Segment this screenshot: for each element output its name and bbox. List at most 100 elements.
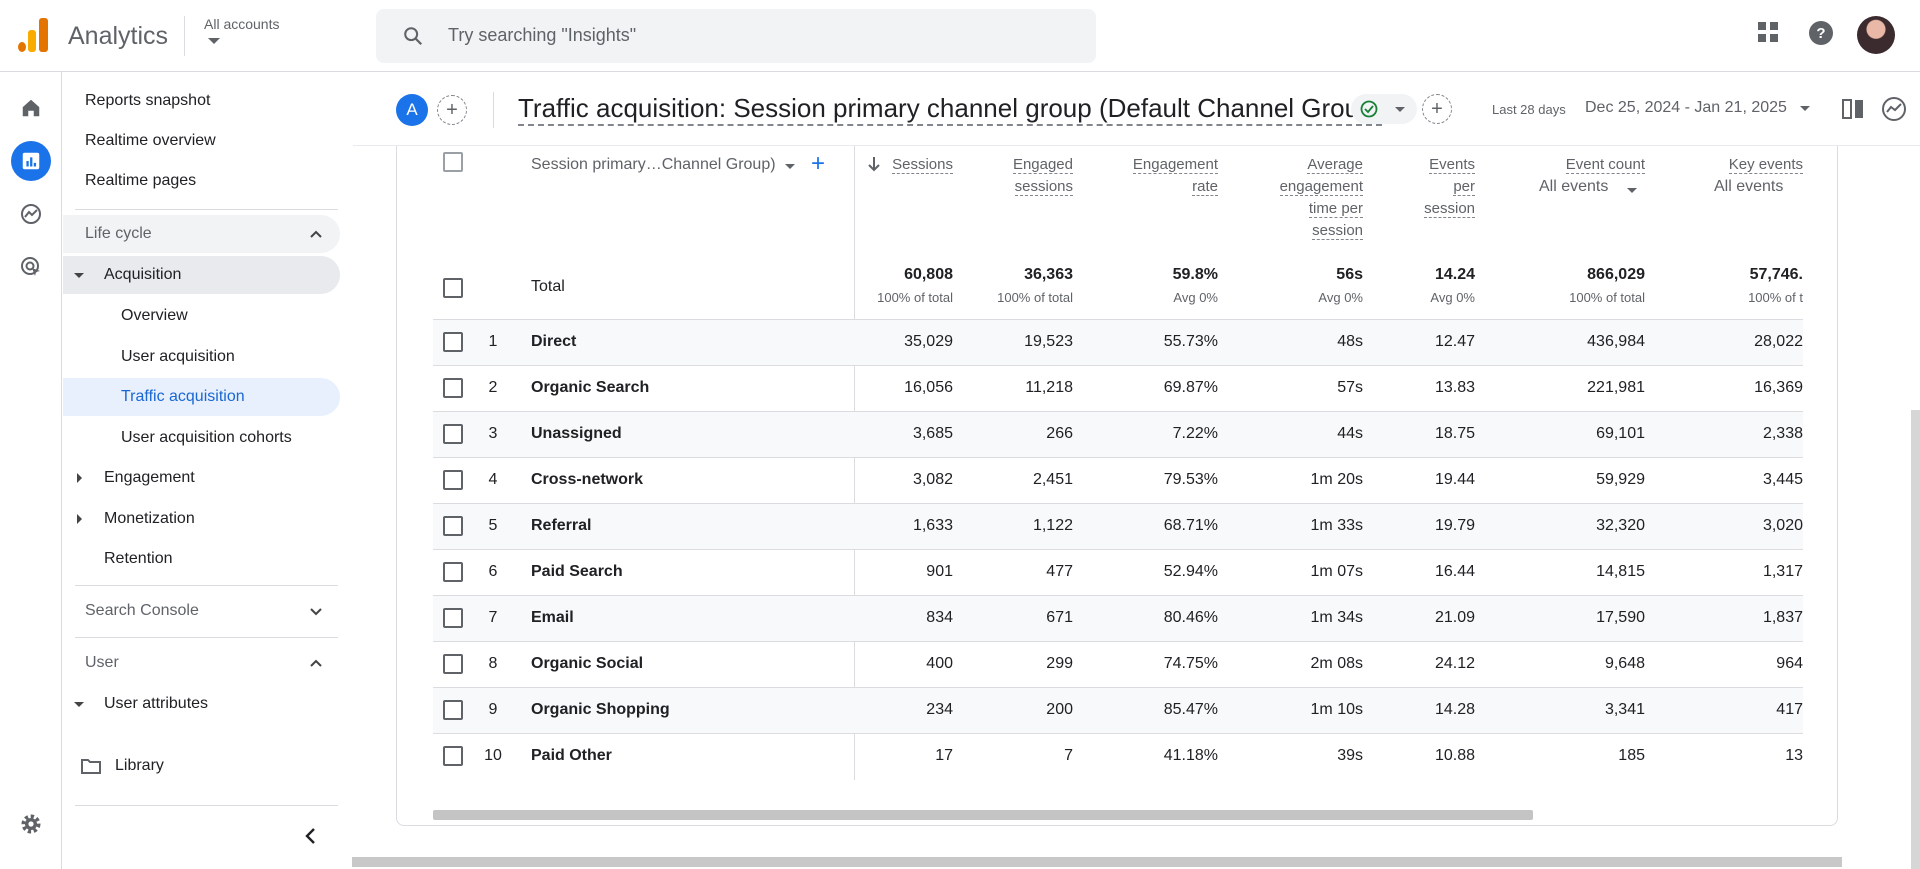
help-icon[interactable]: ?	[1808, 20, 1834, 46]
table-row[interactable]: 9 Organic Shopping 234 200 85.47% 1m 10s 14.28…	[433, 687, 1803, 733]
nav-user-acquisition-cohorts[interactable]: User acquisition cohorts	[121, 429, 292, 446]
date-range-picker[interactable]: Dec 25, 2024 - Jan 21, 2025	[1585, 99, 1787, 116]
apps-grid-icon[interactable]	[1756, 20, 1780, 44]
col-engagement-rate-header[interactable]: Engagement rate	[1132, 156, 1218, 196]
nav-section-user[interactable]: User	[63, 644, 340, 682]
table-row[interactable]: 5 Referral 1,633 1,122 68.71% 1m 33s 19.79 32,3…	[433, 503, 1803, 549]
col-events-per-session-header[interactable]: Events per session	[1424, 156, 1475, 218]
cell-key-events: 964	[1776, 655, 1803, 672]
page-vertical-scrollbar[interactable]	[1911, 410, 1920, 869]
comparison-chip[interactable]: A	[396, 94, 428, 126]
account-selector-label[interactable]: All accounts	[204, 16, 280, 32]
svg-text:?: ?	[1816, 25, 1825, 42]
nav-user-acquisition[interactable]: User acquisition	[121, 348, 235, 365]
cell-engagement-rate: 41.18%	[1163, 747, 1218, 764]
nav-realtime-pages[interactable]: Realtime pages	[85, 172, 197, 189]
chevron-down-icon[interactable]	[208, 38, 220, 44]
row-checkbox[interactable]	[443, 700, 463, 720]
nav-traffic-acquisition[interactable]: Traffic acquisition	[63, 378, 340, 416]
cell-engaged-sessions: 1,122	[1032, 517, 1073, 534]
insights-icon[interactable]	[1881, 96, 1907, 122]
cell-engagement-rate: 74.75%	[1163, 655, 1218, 672]
col-event-count-header[interactable]: Event count	[1565, 156, 1645, 174]
select-all-checkbox[interactable]	[443, 152, 463, 172]
chevron-down-icon[interactable]	[1800, 106, 1810, 111]
row-checkbox[interactable]	[443, 654, 463, 674]
chevron-down-icon[interactable]	[1627, 188, 1637, 193]
total-engaged-sessions: 36,363	[1024, 266, 1073, 283]
avatar[interactable]	[1857, 16, 1895, 54]
cell-engagement-rate: 68.71%	[1163, 517, 1218, 534]
home-icon[interactable]	[11, 88, 51, 128]
col-engaged-sessions-header[interactable]: Engaged sessions	[1012, 156, 1073, 196]
table-row[interactable]: 6 Paid Search 901 477 52.94% 1m 07s 16.44 14,81…	[433, 549, 1803, 595]
nav-engagement[interactable]: Engagement	[63, 459, 340, 497]
row-checkbox[interactable]	[443, 424, 463, 444]
nav-retention[interactable]: Retention	[104, 550, 173, 567]
total-label: Total	[531, 278, 565, 295]
event-count-filter[interactable]: All events	[1539, 178, 1609, 195]
total-events-per-session: 14.24	[1434, 266, 1475, 283]
page-horizontal-scrollbar[interactable]	[352, 857, 1842, 867]
row-checkbox[interactable]	[443, 516, 463, 536]
table-row[interactable]: 2 Organic Search 16,056 11,218 69.87% 57s 13.8…	[433, 365, 1803, 411]
cell-engaged-sessions: 200	[1046, 701, 1073, 718]
col-sessions-header[interactable]: Sessions	[892, 156, 953, 174]
row-checkbox[interactable]	[443, 470, 463, 490]
chevron-down-icon	[1395, 107, 1405, 112]
horizontal-scrollbar[interactable]	[433, 810, 1533, 820]
chevron-up-icon	[310, 659, 322, 667]
nav-section-lifecycle[interactable]: Life cycle	[63, 215, 340, 253]
row-checkbox[interactable]	[443, 608, 463, 628]
nav-acq-overview[interactable]: Overview	[121, 307, 188, 324]
collapse-icon[interactable]	[303, 827, 317, 845]
chevron-up-icon	[310, 230, 322, 238]
row-checkbox[interactable]	[443, 562, 463, 582]
dimension-header[interactable]: Session primary…Channel Group)	[531, 156, 776, 173]
nav-reports-snapshot[interactable]: Reports snapshot	[85, 92, 211, 109]
caret-down-icon	[74, 272, 84, 278]
col-avg-engagement-time-header[interactable]: Average engagement time per session	[1279, 156, 1363, 240]
nav-user-attributes[interactable]: User attributes	[63, 685, 340, 723]
table-row[interactable]: 4 Cross-network 3,082 2,451 79.53% 1m 20s 19.4…	[433, 457, 1803, 503]
divider	[75, 209, 338, 210]
row-checkbox[interactable]	[443, 332, 463, 352]
advertising-icon[interactable]	[11, 247, 51, 287]
nav-monetization[interactable]: Monetization	[63, 500, 340, 538]
settings-icon[interactable]	[11, 804, 51, 844]
add-dimension-button[interactable]: +	[811, 150, 826, 177]
explore-icon[interactable]	[11, 194, 51, 234]
report-header: A + Traffic acquisition: Session primary…	[353, 72, 1920, 146]
row-checkbox[interactable]	[443, 746, 463, 766]
row-index: 9	[488, 701, 498, 718]
compare-icon[interactable]	[1841, 98, 1865, 120]
nav-library[interactable]: Library	[63, 747, 340, 785]
cell-events-per-session: 18.75	[1434, 425, 1475, 442]
col-key-events-header[interactable]: Key events	[1728, 156, 1803, 174]
nav-realtime-overview[interactable]: Realtime overview	[85, 132, 216, 149]
search-input[interactable]: Try searching "Insights"	[448, 25, 637, 45]
row-checkbox[interactable]	[443, 378, 463, 398]
table-row[interactable]: 7 Email 834 671 80.46% 1m 34s 21.09 17,590 1,837	[433, 595, 1803, 641]
row-index: 5	[488, 517, 498, 534]
key-events-filter[interactable]: All events	[1714, 178, 1784, 195]
nav-section-search-console[interactable]: Search Console	[63, 592, 340, 630]
nav-acquisition[interactable]: Acquisition	[63, 256, 340, 294]
add-comparison-button[interactable]: +	[437, 95, 467, 125]
table-row[interactable]: 8 Organic Social 400 299 74.75% 2m 08s 24.12 9,…	[433, 641, 1803, 687]
search-box[interactable]: Try searching "Insights"	[376, 9, 1096, 63]
total-key-events-sub: 100% of t	[1748, 290, 1803, 305]
top-bar: Analytics All accounts Try searching "In…	[0, 0, 1920, 72]
chevron-down-icon[interactable]	[785, 164, 795, 169]
add-report-button[interactable]: +	[1422, 94, 1452, 124]
table-row[interactable]: 1 Direct 35,029 19,523 55.73% 48s 12.47 436,984…	[433, 319, 1803, 365]
total-checkbox[interactable]	[443, 278, 463, 298]
cell-sessions: 400	[926, 655, 953, 672]
reports-icon[interactable]	[11, 141, 51, 181]
cell-key-events: 28,022	[1754, 333, 1803, 350]
cell-avg-engagement-time: 44s	[1337, 425, 1363, 442]
table-row[interactable]: 10 Paid Other 17 7 41.18% 39s 10.88 185 13	[433, 733, 1803, 779]
table-row[interactable]: 3 Unassigned 3,685 266 7.22% 44s 18.75 69,101 2,…	[433, 411, 1803, 457]
report-status-dropdown[interactable]	[1351, 94, 1417, 124]
analytics-logo[interactable]	[18, 18, 48, 52]
